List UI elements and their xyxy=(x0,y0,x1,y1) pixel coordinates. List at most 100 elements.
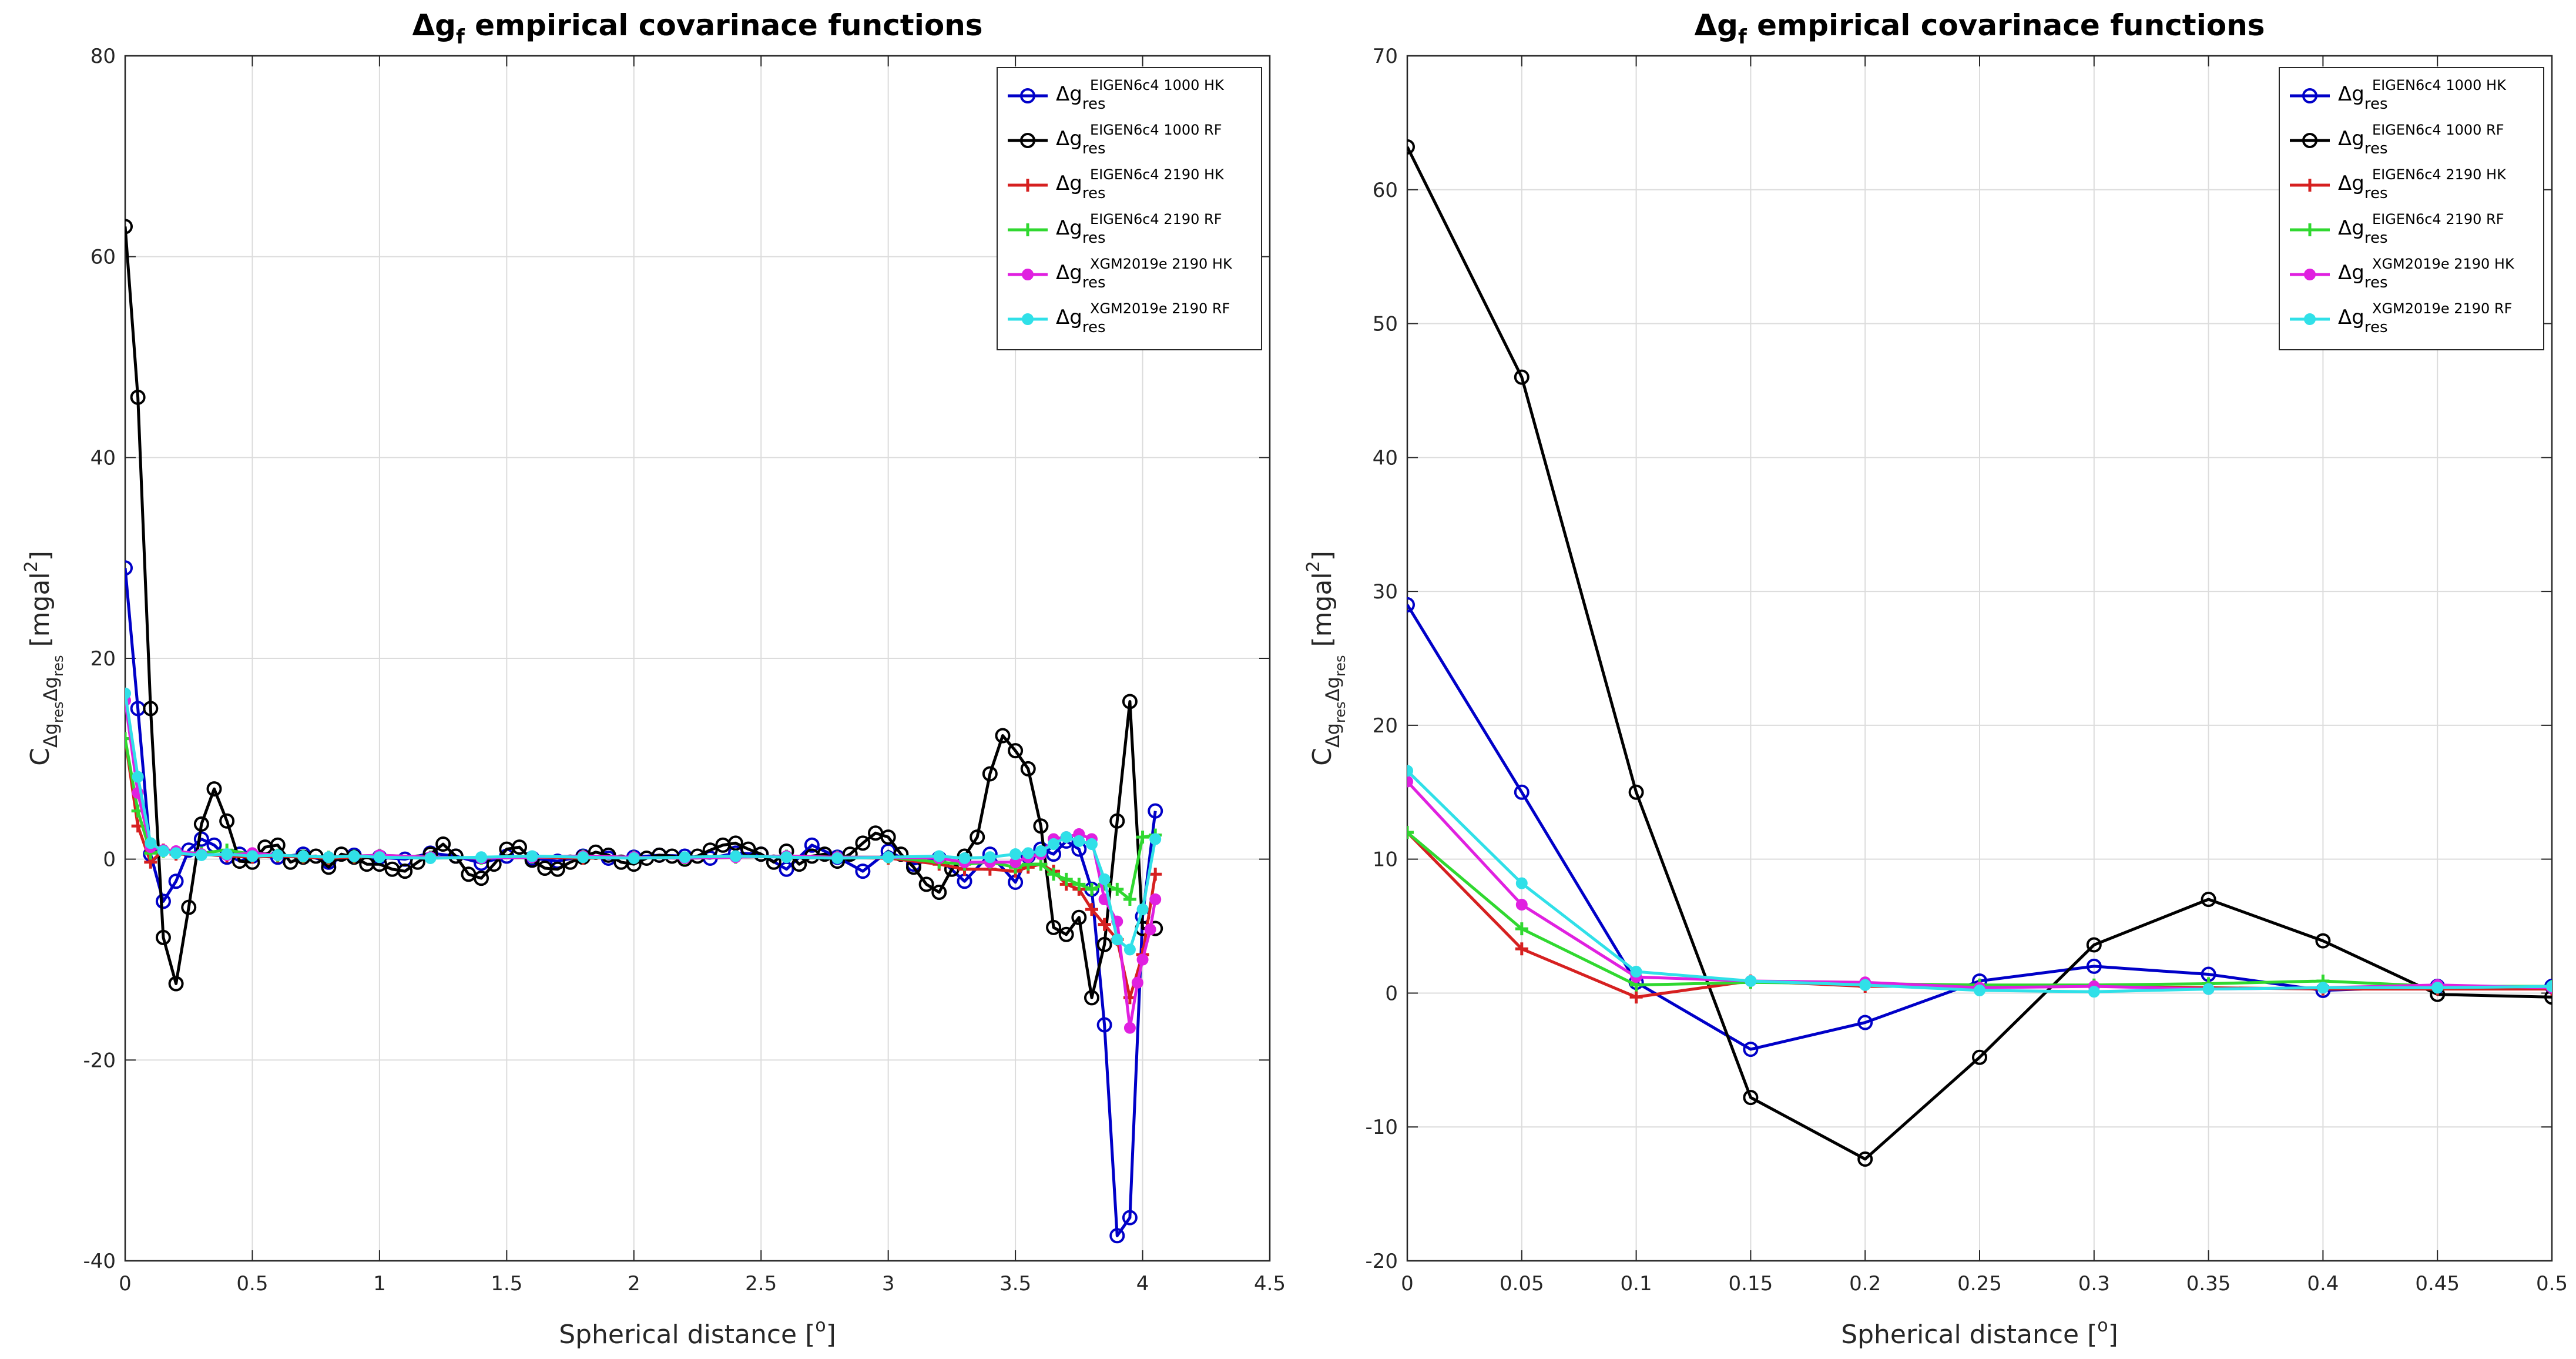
series-group xyxy=(125,219,1163,1244)
data-point xyxy=(1098,918,1111,931)
data-point xyxy=(206,781,222,797)
data-point xyxy=(1022,847,1034,859)
data-point xyxy=(1096,1017,1112,1033)
data-point xyxy=(1514,369,1530,385)
data-point xyxy=(1148,803,1163,819)
data-point xyxy=(855,863,871,879)
y-tick-label: 30 xyxy=(1373,580,1398,604)
data-point xyxy=(1743,1090,1759,1106)
data-point xyxy=(271,849,284,861)
data-point xyxy=(1072,878,1086,891)
data-point xyxy=(1857,1015,1873,1030)
legend-swatch-marker xyxy=(1022,269,1034,280)
data-point xyxy=(181,899,197,915)
data-point xyxy=(2315,933,2331,949)
data-point xyxy=(155,929,171,945)
legend-label-sup: XGM2019e 2190 RF xyxy=(2372,300,2512,317)
x-tick-label: 1.5 xyxy=(491,1272,522,1296)
x-axis-label: Spherical distance [o] xyxy=(1841,1316,2118,1350)
data-point xyxy=(511,839,527,855)
legend-label: Δgres xyxy=(1056,216,1106,247)
y-tick-label: 0 xyxy=(103,848,116,872)
data-point xyxy=(1515,922,1528,936)
right-chart: 0 0.05 0.1 0.15 0.2 0.25 0.3 0.35 0.4 0.45 0.5 -20 -… xyxy=(1303,8,2568,1350)
legend-label-sup: EIGEN6c4 1000 RF xyxy=(2372,122,2504,138)
data-point xyxy=(1136,831,1149,844)
y-tick-label: 60 xyxy=(1373,179,1398,202)
y-tick-label: 80 xyxy=(90,45,116,68)
data-point xyxy=(1515,877,1528,889)
data-point xyxy=(195,849,207,861)
data-point xyxy=(679,851,691,863)
data-point xyxy=(397,863,413,879)
y-tick-label: 70 xyxy=(1373,45,1398,68)
data-point xyxy=(1407,597,1415,612)
data-point xyxy=(1131,976,1143,989)
data-point xyxy=(753,846,769,862)
data-point xyxy=(297,850,310,862)
data-point xyxy=(130,389,146,405)
data-point xyxy=(1085,838,1098,851)
data-point xyxy=(1008,743,1024,759)
data-point xyxy=(1073,835,1085,847)
legend-swatch-marker xyxy=(1022,313,1034,325)
legend-label: Δgres xyxy=(1056,261,1106,292)
x-tick-label: 0.2 xyxy=(1849,1272,1881,1296)
legend-swatch-marker xyxy=(2302,133,2317,148)
legend-label-sup: XGM2019e 2190 HK xyxy=(2372,256,2515,272)
data-point xyxy=(125,687,131,699)
x-tick-label: 4 xyxy=(1136,1272,1149,1296)
data-point xyxy=(1407,775,1413,788)
x-tick-label: 3.5 xyxy=(999,1272,1031,1296)
data-point xyxy=(2201,892,2216,907)
data-point xyxy=(1745,975,1757,987)
x-tick-label: 0.15 xyxy=(1729,1272,1773,1296)
data-point xyxy=(1111,882,1124,896)
x-axis-label: Spherical distance [o] xyxy=(559,1316,836,1350)
data-point xyxy=(958,852,971,864)
data-point xyxy=(1630,966,1642,978)
y-axis-label: CΔgresΔgres [mgal2] xyxy=(21,551,66,766)
legend-label-sup: EIGEN6c4 2190 HK xyxy=(2372,166,2507,183)
legend-box xyxy=(997,67,1262,350)
data-point xyxy=(145,837,157,849)
data-point xyxy=(1085,882,1098,896)
data-point xyxy=(1743,1042,1759,1057)
legend-box xyxy=(2279,67,2544,350)
data-point xyxy=(2086,937,2102,953)
y-tick-label: -10 xyxy=(1365,1116,1398,1139)
legend-swatch-marker xyxy=(2304,269,2316,280)
legend-label: Δgres xyxy=(2338,127,2388,158)
legend-label: Δgres xyxy=(2338,261,2388,292)
y-axis-label: CΔgresΔgres [mgal2] xyxy=(1303,551,1349,766)
data-point xyxy=(1085,903,1098,916)
data-point xyxy=(1972,1049,1987,1065)
y-tick-label: 40 xyxy=(90,446,116,470)
data-point xyxy=(1060,831,1072,843)
data-point xyxy=(219,813,235,829)
x-tick-label: 2.5 xyxy=(745,1272,777,1296)
data-point xyxy=(577,851,589,863)
x-tick-label: 0.25 xyxy=(1957,1272,2002,1296)
y-tick-label: 10 xyxy=(1373,848,1398,872)
data-point xyxy=(2317,982,2329,994)
legend-swatch-marker xyxy=(1020,133,1035,148)
data-point xyxy=(1136,903,1149,916)
data-point xyxy=(1047,868,1061,881)
x-tick-label: 4.5 xyxy=(1254,1272,1286,1296)
data-point xyxy=(1149,893,1162,905)
data-point xyxy=(1123,1022,1136,1034)
data-point xyxy=(628,852,640,864)
data-point xyxy=(1123,893,1136,906)
data-point xyxy=(2546,980,2552,993)
data-point xyxy=(1857,1151,1873,1167)
x-tick-label: 0.3 xyxy=(2078,1272,2110,1296)
y-tick-label: -20 xyxy=(1365,1250,1398,1273)
data-point xyxy=(933,850,945,862)
data-point xyxy=(323,851,335,863)
data-point xyxy=(1109,1228,1125,1244)
legend-label-sup: XGM2019e 2190 RF xyxy=(1090,300,1230,317)
